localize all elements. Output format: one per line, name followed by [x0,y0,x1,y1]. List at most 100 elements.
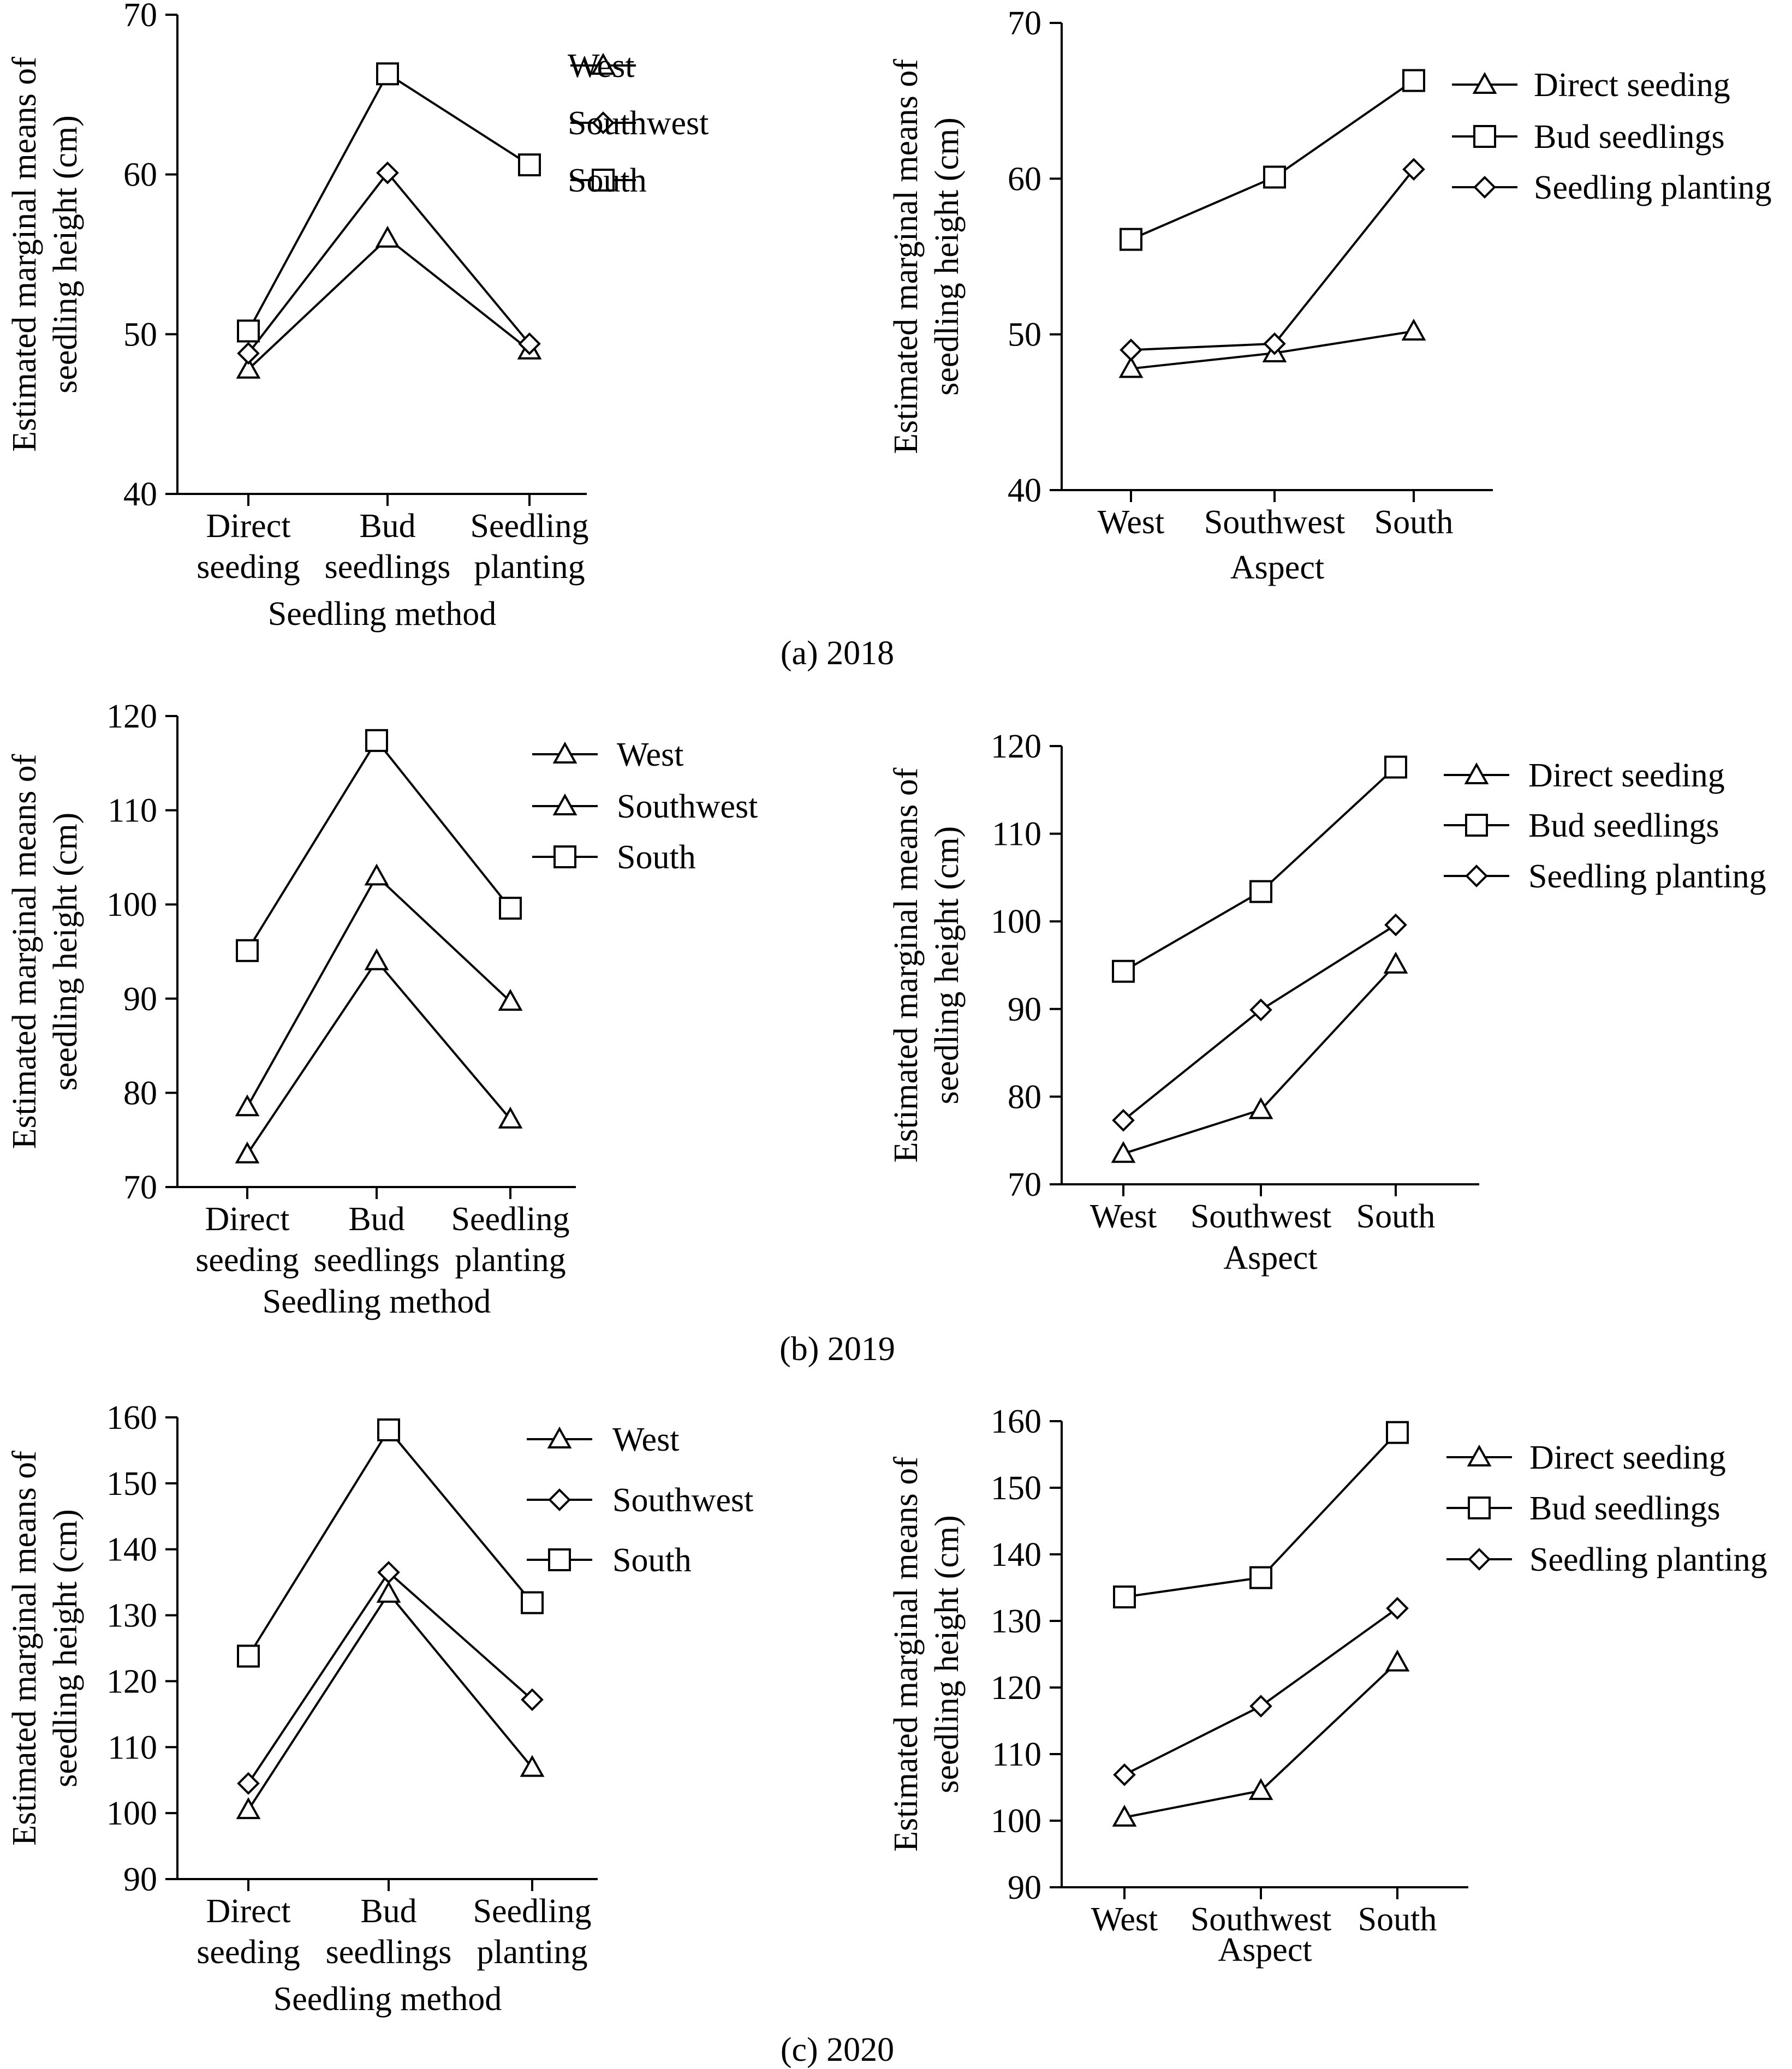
panel-caption: (c) 2020 [781,2031,894,2068]
data-point [520,1755,545,1777]
data-point [1112,1108,1135,1132]
series-line [1124,1607,1398,1776]
legend-label: South [612,1542,692,1579]
legend-marker [1473,176,1496,199]
data-point [237,319,260,343]
data-point [376,161,399,184]
data-point [1383,951,1408,974]
y-tick-label: 110 [992,1736,1041,1773]
x-tick-label: Seedling [451,1201,570,1238]
data-point [1384,755,1407,779]
y-axis-label: Estimated marginal means of seedling heig… [888,1457,966,1852]
data-point [237,342,260,365]
data-point [237,1644,260,1668]
data-point [1248,1778,1273,1800]
legend-marker [1464,762,1489,784]
y-tick-label: 120 [106,698,157,735]
x-tick-label: planting [474,548,585,586]
series-direct-seeding [1112,1649,1410,1827]
series-line [247,171,531,354]
y-tick-label: 40 [1008,472,1041,509]
y-axis-label-line: seedling height (cm) [928,1515,966,1793]
legend-label: Direct seeding [1534,67,1730,104]
data-point [518,332,541,355]
legend-label: Southwest [568,105,709,142]
x-tick-label: Bud [359,508,415,545]
data-point [1249,1695,1272,1718]
y-tick-label: 140 [991,1536,1041,1573]
x-tick-label: planting [477,1934,587,1971]
x-tick-label: South [1358,1901,1437,1938]
data-point [1263,165,1286,189]
y-tick-label: 120 [991,1669,1041,1707]
x-axis-label: Seedling method [273,1981,502,2018]
x-tick-label: seeding [197,548,300,586]
data-point [1385,1649,1410,1672]
legend: Direct seeding Bud seedlings Seedling plan… [1446,1439,1767,1578]
y-tick-label: 120 [106,1663,157,1700]
y-axis-label-line: Estimated marginal means of [888,59,925,454]
legend-label: Bud seedlings [1528,807,1719,844]
x-tick-label: Direct [206,1893,291,1930]
x-axis-label: Seedling method [268,595,496,633]
x-tick-label: South [1356,1198,1436,1235]
y-tick-label: 70 [1008,1166,1041,1203]
data-point [498,988,523,1011]
x-tick-label: Southwest [1190,1901,1331,1938]
data-point [1120,228,1142,251]
legend: West Southwest South [532,736,758,876]
legend-marker [553,845,576,868]
legend-marker [592,111,615,134]
series-bud-seedlings [1120,69,1425,251]
legend-label: South [617,839,696,876]
data-point [1248,1097,1273,1119]
y-axis-label: Estimated marginal means of seedling heig… [6,754,84,1149]
data-point [1386,1596,1409,1620]
data-point [1111,1141,1136,1163]
x-axis-label: Seedling method [263,1283,491,1320]
legend-marker [552,793,578,815]
series-west [236,225,542,379]
y-axis-label-line: seedling height (cm) [928,826,966,1105]
y-tick-label: 140 [106,1531,157,1569]
y-tick-label: 70 [123,0,157,34]
y-tick-label: 70 [123,1169,157,1206]
y-tick-label: 70 [1008,5,1041,42]
data-point [1112,959,1135,983]
x-tick-label: seedlings [325,548,451,586]
y-tick-label: 80 [1008,1078,1041,1116]
y-tick-label: 110 [108,792,157,830]
x-tick-label: West [1091,1901,1158,1938]
y-tick-label: 100 [991,1803,1041,1840]
data-point [521,1688,544,1712]
series-west [235,948,523,1164]
data-point [376,62,399,86]
data-point [364,863,389,886]
data-point [236,1797,261,1820]
y-axis-label-line: seedling height (cm) [47,115,84,393]
data-point [1118,356,1144,378]
data-point [1402,69,1425,92]
legend-marker [592,169,615,192]
data-point [235,1094,260,1117]
legend-marker [548,1548,571,1571]
data-point [1112,1804,1137,1827]
data-point [521,1591,544,1614]
y-tick-label: 110 [992,816,1041,853]
data-point [1384,913,1407,937]
series-south [236,729,522,962]
y-axis-label-line: Estimated marginal means of [888,1457,925,1852]
data-point [377,1561,400,1584]
y-axis-label-line: Estimated marginal means of [888,767,925,1162]
x-tick-label: Bud [348,1201,404,1238]
series-bud-seedlings [1113,1421,1409,1609]
series-southwest [235,863,523,1117]
legend: Direct seeding Bud seedlings Seedling plan… [1444,757,1766,895]
chart-b-left: 70 80 90 100 110 120 Direct seeding Bud seedlings… [6,698,758,1320]
y-axis-label: Estimated marginal means of seedling heig… [888,767,966,1162]
y-tick-label: 130 [991,1603,1041,1640]
chart-c-left: 90 100 110 120 130 140 150 160 Direct seeding Bud s… [6,1399,753,2018]
data-point [365,729,388,752]
legend-label: Direct seeding [1529,1439,1726,1476]
